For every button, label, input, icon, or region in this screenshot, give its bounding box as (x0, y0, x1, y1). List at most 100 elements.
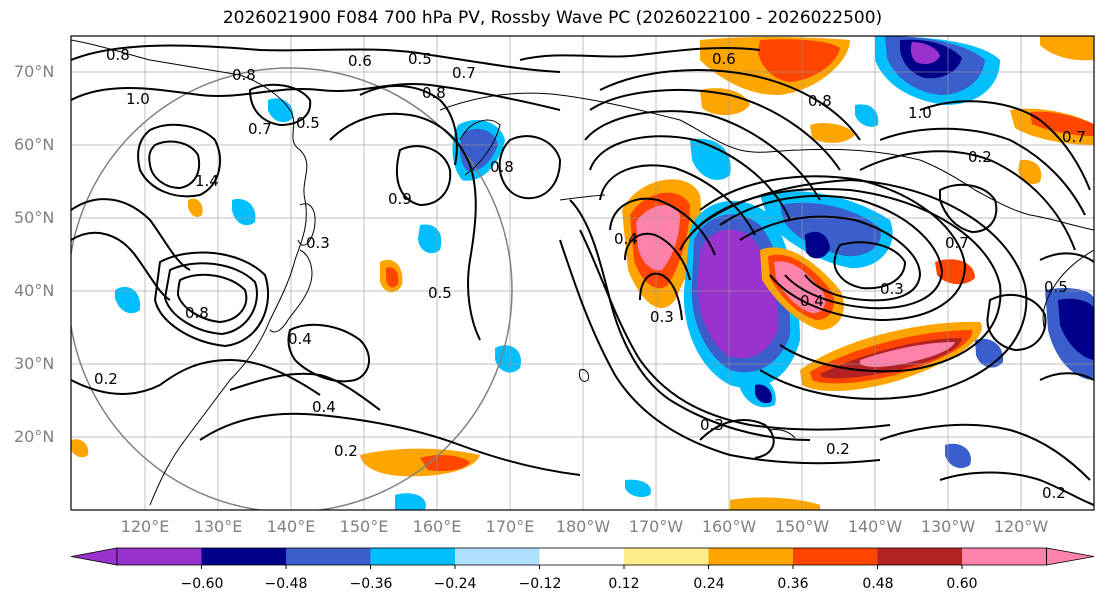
region-circle (71, 67, 513, 510)
colorbar-swatch (793, 548, 878, 565)
positive-anomaly-region (1030, 111, 1094, 136)
contour-label: 1.0 (908, 104, 932, 122)
negative-anomaly-region (395, 493, 426, 510)
contour-label: 0.2 (968, 148, 992, 166)
contour-label: 0.3 (650, 308, 674, 326)
positive-anomaly-region (71, 439, 89, 458)
colorbar-swatch (286, 548, 371, 565)
contour-label: 0.8 (490, 158, 514, 176)
positive-anomaly-region (420, 455, 470, 472)
contour-label: 0.5 (408, 50, 432, 68)
positive-anomaly-region (730, 497, 820, 510)
contour-label: 0.7 (945, 234, 969, 252)
negative-anomaly-region (910, 42, 940, 64)
negative-anomaly-region (1058, 298, 1094, 360)
colorbar-tick-label: 0.48 (862, 576, 894, 592)
contour-label: 0.8 (808, 92, 832, 110)
negative-anomaly-region (945, 443, 971, 469)
contour-label: 0.5 (428, 284, 452, 302)
negative-anomaly-region (855, 104, 879, 127)
contour-label: 0.2 (826, 440, 850, 458)
lon-label: 120°W (993, 517, 1049, 536)
colorbar-extend-low (70, 547, 118, 566)
lon-label: 130°E (193, 517, 243, 536)
map-title: 2026021900 F084 700 hPa PV, Rossby Wave … (222, 8, 883, 28)
map-frame (70, 35, 1095, 511)
colorbar-swatch (708, 548, 794, 565)
lon-label: 170°E (485, 517, 535, 536)
colorbar-tick-label: 0.12 (608, 576, 640, 592)
lon-label: 150°E (339, 517, 389, 536)
lon-label: 150°W (774, 517, 830, 536)
negative-anomaly-region (697, 229, 779, 359)
lon-label: 180°W (555, 517, 611, 536)
lat-label: 60°N (14, 135, 55, 154)
pv-contours (71, 44, 1094, 506)
contour-label-group: 0.8 0.6 0.5 0.7 1.0 0.8 0.5 0.8 0.7 1.4 … (94, 46, 1086, 502)
contour-label: 1.4 (195, 172, 219, 190)
positive-anomaly-region (636, 205, 680, 271)
negative-anomaly-region (268, 98, 294, 123)
contour-label: 0.6 (348, 52, 372, 70)
colorbar-swatch (877, 548, 963, 565)
colorbar-swatch (201, 548, 287, 565)
lon-label: 160°E (412, 517, 462, 536)
contour-label: 0.7 (248, 120, 272, 138)
colorbar-tick-label: 0.36 (777, 576, 809, 592)
contour-label: 0.7 (452, 64, 476, 82)
positive-anomaly-region (810, 123, 855, 143)
positive-anomaly-region (758, 39, 840, 82)
contour-label: 0.8 (106, 46, 130, 64)
colorbar-tick-label: −0.24 (433, 576, 477, 592)
contour-label: 0.3 (880, 280, 904, 298)
contour-label: 0.3 (306, 234, 330, 252)
negative-anomaly-region (625, 479, 651, 498)
contour-label: 0.6 (712, 50, 736, 68)
contour-label: 0.2 (94, 370, 118, 388)
contour-label: 0.5 (296, 114, 320, 132)
colorbar-swatch (117, 548, 202, 565)
positive-anomaly-region (700, 88, 750, 116)
colorbar-swatch (962, 548, 1047, 565)
contour-label: 0.2 (1042, 484, 1066, 502)
lat-label: 30°N (14, 354, 55, 373)
lon-label: 130°W (920, 517, 976, 536)
positive-anomaly-region (1018, 159, 1042, 185)
negative-anomaly-region (232, 199, 256, 226)
lon-label: 120°E (120, 517, 170, 536)
lat-label: 50°N (14, 208, 55, 227)
lon-label: 170°W (628, 517, 684, 536)
negative-anomaly-region (690, 138, 731, 180)
colorbar-tick-label: −0.60 (180, 576, 224, 592)
contour-label: 0.9 (388, 190, 412, 208)
colorbar-tick-label: 0.60 (946, 576, 978, 592)
contour-label: 0.4 (800, 292, 824, 310)
lat-label: 70°N (14, 62, 55, 81)
colorbar-tick-label: 0.24 (693, 576, 725, 592)
colorbar-tick-label: −0.48 (264, 576, 308, 592)
colorbar-tick-label: −0.36 (349, 576, 393, 592)
negative-anomaly-region (495, 345, 521, 373)
positive-anomaly-region (188, 198, 203, 218)
lon-label: 140°W (847, 517, 903, 536)
negative-anomaly-region (805, 231, 830, 259)
colorbar-swatch (539, 548, 625, 565)
contour-label: 0.2 (334, 442, 358, 460)
lat-label: 20°N (14, 427, 55, 446)
positive-anomaly-region (1040, 36, 1094, 61)
colorbar-swatch (370, 548, 456, 565)
colorbar (70, 547, 1095, 569)
negative-anomaly-region (418, 224, 442, 254)
contour-label: 1.0 (126, 90, 150, 108)
contour-label: 0.4 (288, 330, 312, 348)
positive-anomaly-region (386, 267, 399, 288)
negative-anomaly-region (755, 384, 772, 404)
lat-label: 40°N (14, 281, 55, 300)
colorbar-swatch (455, 548, 540, 565)
negative-anomaly-region (459, 128, 498, 172)
negative-anomaly-region (115, 286, 141, 314)
contour-label: 0.4 (614, 230, 638, 248)
contour-label: 0.8 (422, 84, 446, 102)
contour-label: 0.3 (700, 416, 724, 434)
